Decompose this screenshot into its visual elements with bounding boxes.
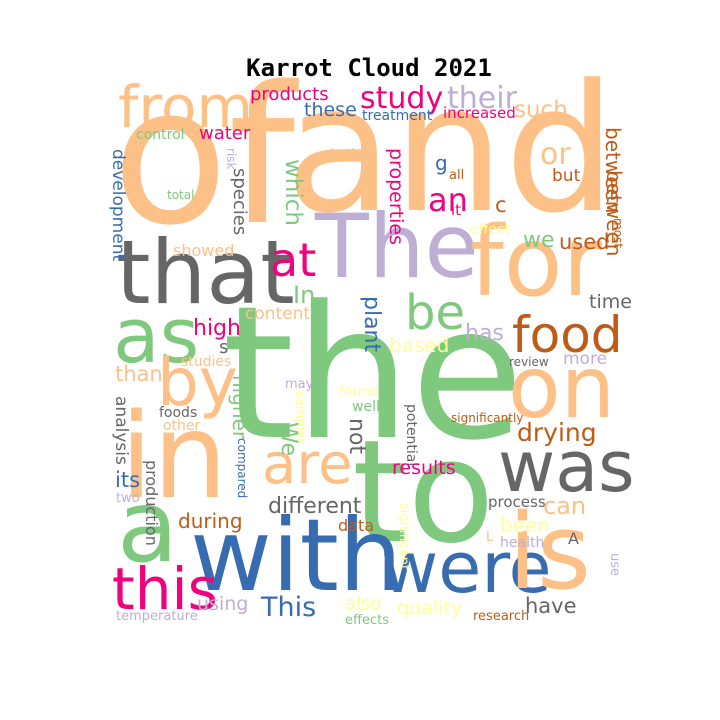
cloud-word: an: [428, 181, 468, 219]
cloud-word: development: [108, 149, 128, 262]
cloud-word: We: [276, 422, 301, 456]
cloud-word: be: [405, 285, 465, 341]
cloud-word: was: [498, 426, 635, 508]
cloud-word: L: [486, 530, 494, 545]
cloud-word: from: [118, 73, 253, 141]
cloud-word: control: [136, 127, 185, 143]
cloud-word: quality: [397, 597, 462, 619]
cloud-word: by: [157, 344, 238, 421]
chart-title: Karrot Cloud 2021: [246, 54, 492, 82]
cloud-word: the: [222, 267, 524, 481]
cloud-word: significantly: [451, 411, 524, 425]
cloud-word: temperature: [116, 609, 198, 624]
cloud-word: increased: [443, 104, 516, 122]
cloud-word: analysis: [111, 396, 131, 465]
cloud-word: not: [344, 418, 369, 455]
cloud-word: these: [304, 99, 357, 121]
cloud-word: drying: [517, 418, 597, 447]
cloud-word: that: [116, 221, 295, 324]
cloud-word: such: [514, 97, 568, 123]
cloud-word: products: [250, 84, 329, 105]
cloud-word: studies: [181, 354, 232, 370]
cloud-word: for: [470, 206, 602, 318]
cloud-word: time: [589, 291, 632, 313]
cloud-word: A: [568, 529, 579, 548]
cloud-word: significant: [396, 503, 411, 571]
cloud-word: during: [178, 509, 243, 533]
cloud-word: can: [543, 492, 587, 520]
cloud-word: based: [389, 333, 450, 357]
cloud-word: foods: [159, 405, 198, 421]
cloud-word: showed: [173, 241, 235, 260]
cloud-word: process: [488, 493, 546, 511]
cloud-word: properties: [385, 148, 407, 245]
cloud-word: total: [167, 188, 195, 202]
cloud-word: this: [112, 555, 218, 623]
cloud-word: of: [112, 46, 296, 267]
cloud-word: it: [451, 201, 462, 219]
cloud-word: well: [352, 399, 380, 415]
cloud-word: on: [508, 338, 616, 438]
cloud-word: has: [465, 321, 504, 346]
cloud-word: which: [280, 159, 306, 227]
cloud-word: plant: [359, 296, 384, 353]
cloud-word: This: [261, 592, 317, 623]
cloud-word: The: [315, 195, 479, 298]
cloud-word: other: [163, 418, 201, 434]
cloud-word: all: [449, 168, 465, 183]
cloud-word: at: [270, 233, 317, 287]
cloud-word: to: [352, 410, 495, 575]
cloud-word: effect: [470, 222, 511, 238]
cloud-word: risk: [224, 148, 238, 170]
cloud-word: a: [117, 468, 179, 585]
cloud-word: found: [339, 384, 380, 400]
cloud-word: effects: [345, 613, 389, 628]
cloud-word: results: [392, 457, 456, 479]
cloud-word: s: [219, 337, 229, 358]
cloud-word: and: [285, 47, 617, 252]
cloud-word: higher: [228, 375, 252, 440]
cloud-word: two: [116, 491, 140, 506]
cloud-word: study: [360, 81, 444, 116]
cloud-word: are: [262, 432, 353, 497]
cloud-word: health: [500, 535, 545, 551]
cloud-word: different: [268, 494, 362, 519]
cloud-word: treatment: [362, 108, 433, 124]
cloud-word: In: [293, 281, 316, 309]
cloud-word: species: [229, 168, 250, 236]
cloud-word: may: [285, 377, 314, 392]
cloud-word: have: [525, 594, 577, 618]
cloud-word: most: [611, 218, 625, 248]
cloud-word: used: [559, 230, 610, 254]
cloud-word: their: [447, 81, 517, 116]
cloud-word: as: [113, 291, 200, 380]
cloud-word: content: [245, 304, 311, 324]
cloud-word: or: [540, 137, 571, 172]
cloud-word: but: [552, 166, 581, 186]
cloud-word: food: [512, 306, 623, 364]
cloud-word: we: [523, 228, 555, 253]
cloud-word: research: [473, 609, 530, 624]
cloud-word: c: [495, 193, 507, 217]
cloud-word: production: [142, 460, 161, 546]
cloud-word: its: [115, 468, 141, 492]
cloud-word: review: [509, 355, 549, 369]
cloud-word: were: [381, 527, 552, 609]
cloud-word: is: [508, 491, 592, 613]
cloud-word: with: [190, 497, 403, 614]
cloud-word: than: [115, 362, 163, 386]
cloud-word: in: [120, 387, 228, 525]
cloud-word: also: [345, 593, 382, 614]
cloud-word: g: [435, 151, 448, 175]
cloud-word: using: [197, 593, 249, 615]
cloud-word: data: [338, 516, 375, 535]
cloud-word: compared: [235, 438, 249, 499]
cloud-word: more: [563, 349, 608, 369]
cloud-word: been: [500, 513, 550, 537]
cloud-word: water: [199, 123, 251, 144]
cloud-word: use: [607, 553, 622, 577]
cloud-word: high: [193, 316, 241, 341]
cloud-word: both: [330, 147, 360, 162]
